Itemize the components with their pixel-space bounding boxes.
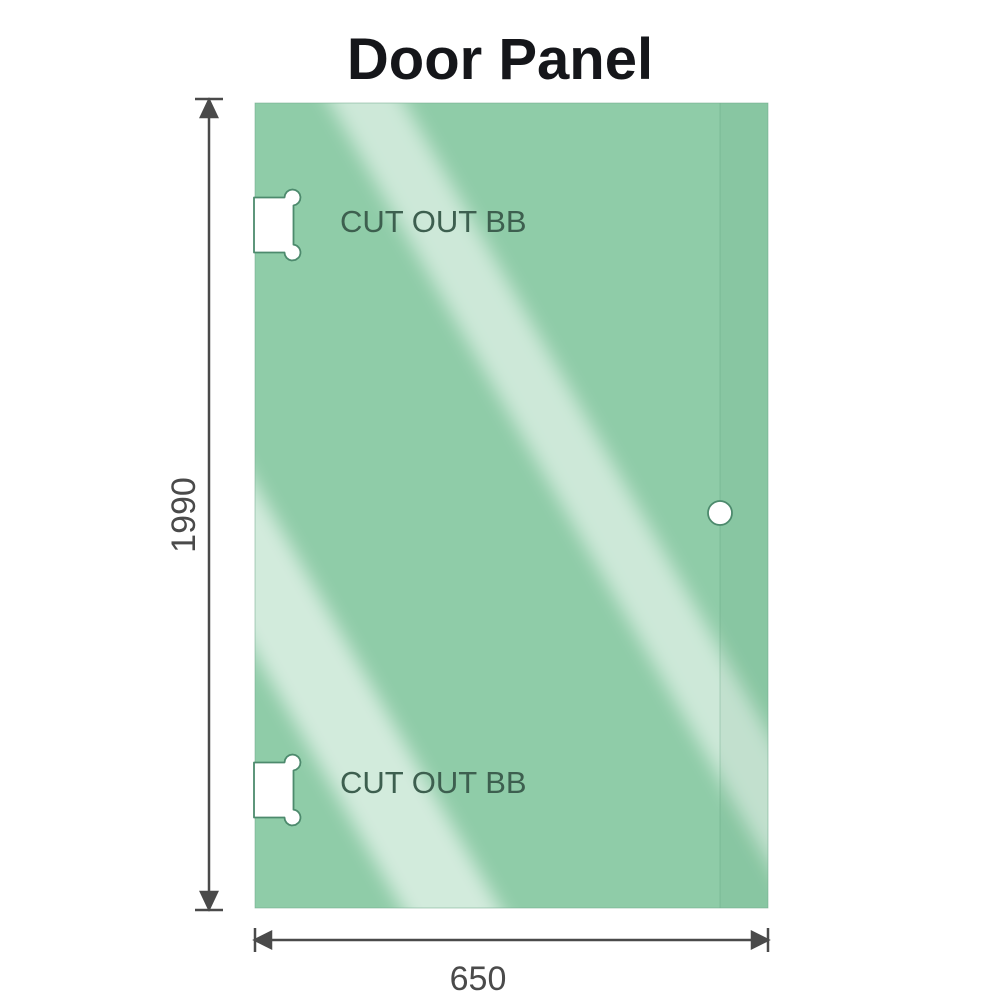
svg-text:1990: 1990 [165,477,203,553]
svg-text:650: 650 [450,960,507,998]
svg-text:CUT OUT BB: CUT OUT BB [340,765,527,800]
svg-text:CUT OUT BB: CUT OUT BB [340,204,527,239]
